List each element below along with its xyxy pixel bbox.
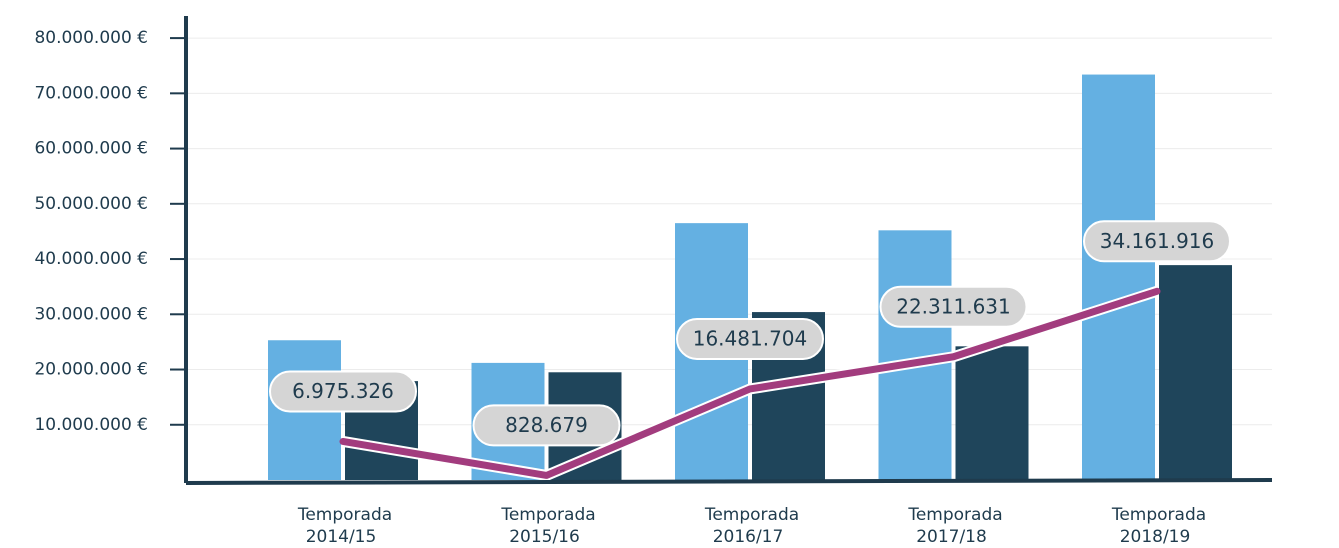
bar xyxy=(1159,265,1232,480)
value-label-bg xyxy=(879,285,1028,328)
value-label-bg xyxy=(472,404,621,447)
y-tick-label: 30.000.000 € xyxy=(34,304,148,324)
value-label: 16.481.704 xyxy=(693,326,808,350)
y-tick-label: 80.000.000 € xyxy=(34,28,148,48)
line xyxy=(339,287,1161,479)
x-axis xyxy=(185,478,1273,485)
y-tick-label: 40.000.000 € xyxy=(34,249,148,269)
x-tick-label: Temporada xyxy=(1111,505,1206,525)
x-tick-label: 2018/19 xyxy=(1120,527,1191,547)
x-tick-label: 2014/15 xyxy=(306,527,377,547)
x-tick-label: Temporada xyxy=(704,505,799,525)
y-tick-label: 60.000.000 € xyxy=(34,139,148,159)
y-tick-label: 70.000.000 € xyxy=(34,83,148,103)
x-tick-label: Temporada xyxy=(500,505,595,525)
bar xyxy=(1082,74,1155,481)
x-tick-label: 2015/16 xyxy=(509,527,580,547)
value-label: 6.975.326 xyxy=(292,379,394,403)
value-label: 22.311.631 xyxy=(896,294,1011,318)
value-label: 34.161.916 xyxy=(1100,229,1215,253)
x-tick-label: Temporada xyxy=(907,505,1002,525)
value-label-bg xyxy=(269,370,417,413)
value-label: 828.679 xyxy=(505,413,588,437)
x-tick-label: 2016/17 xyxy=(713,527,784,547)
y-tick-label: 20.000.000 € xyxy=(34,360,148,380)
value-label-bg xyxy=(676,317,824,360)
bar xyxy=(955,346,1029,480)
x-tick-label: 2017/18 xyxy=(916,527,987,547)
x-tick-label: Temporada xyxy=(297,505,392,525)
y-tick-label: 10.000.000 € xyxy=(34,415,148,435)
value-label-bg xyxy=(1083,220,1231,263)
y-tick-label: 50.000.000 € xyxy=(34,194,148,214)
